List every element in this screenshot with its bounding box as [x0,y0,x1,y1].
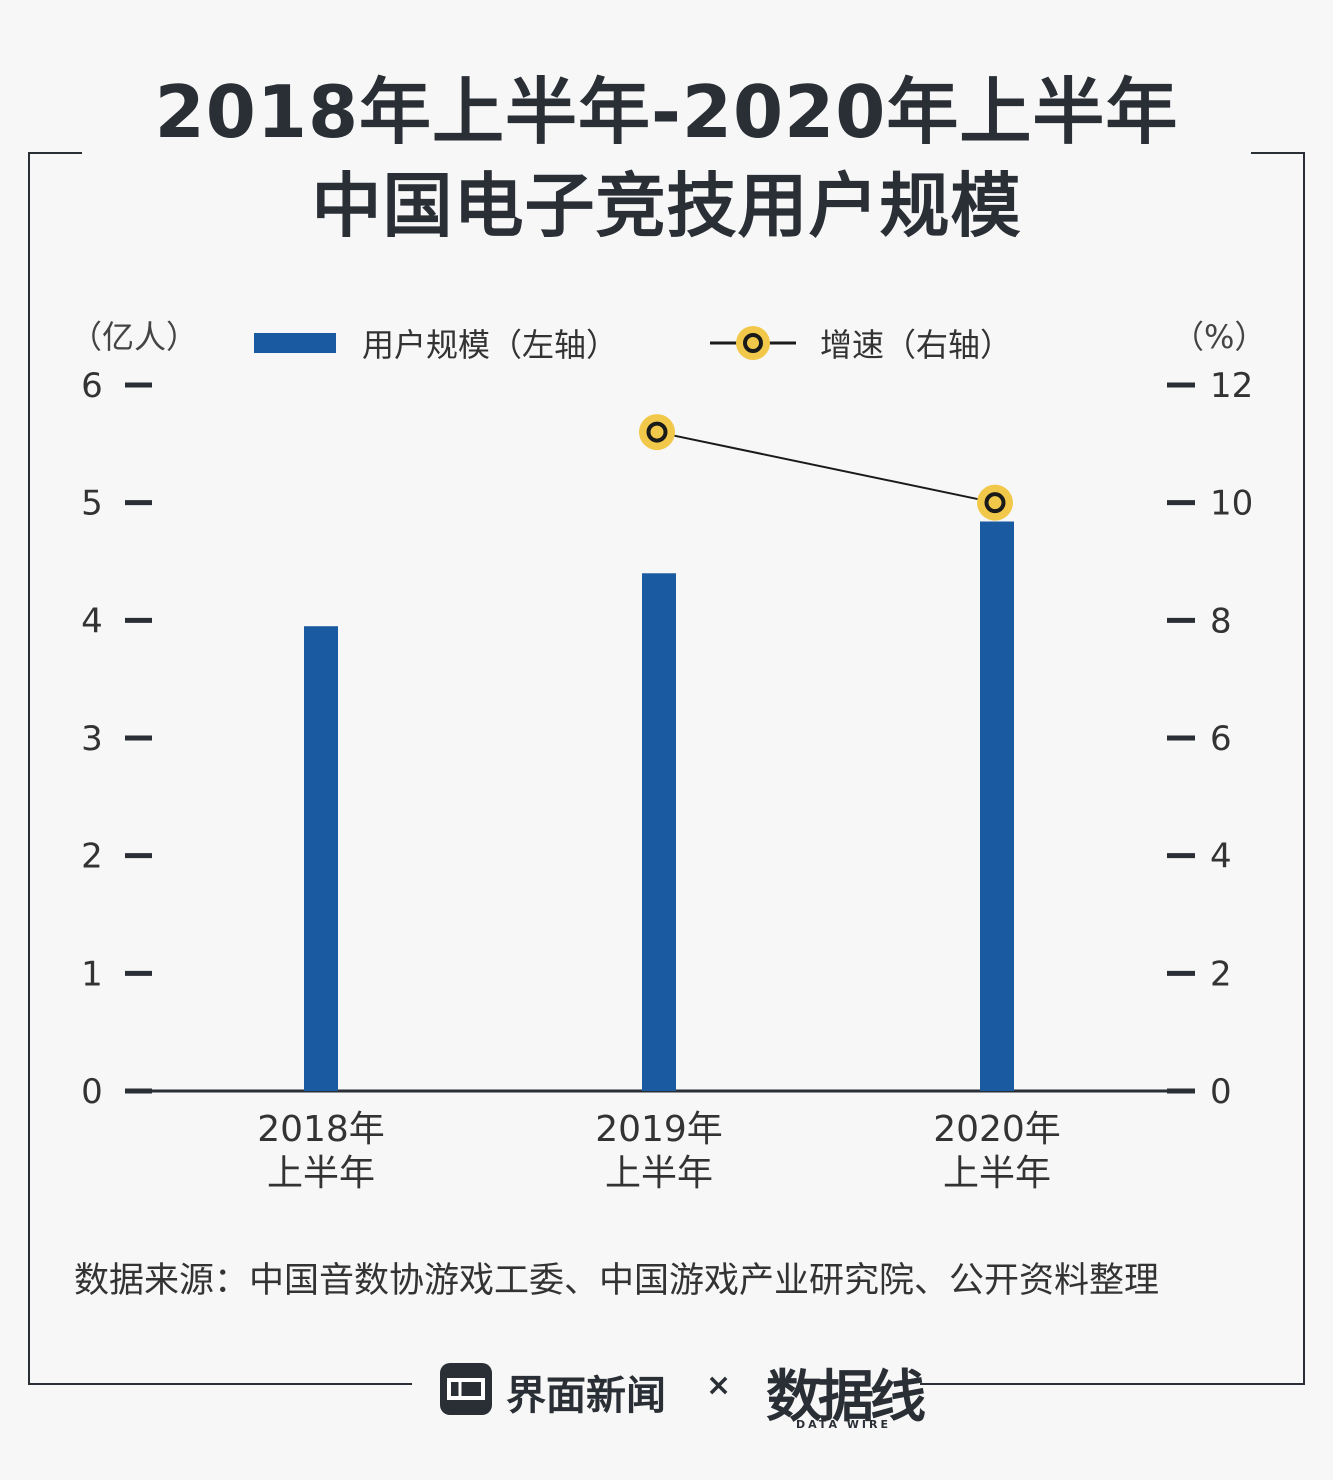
x-axis-category-label: 2019年 上半年 [559,1108,759,1196]
brand-datawire-sub: DATA WIRE [796,1418,891,1431]
left-axis-tick-label: 1 [81,954,103,994]
frame-bottom-right [920,1383,1305,1385]
frame-right [1303,152,1305,1385]
chart-title-line2: 中国电子竞技用户规模 [311,165,1022,247]
right-axis-unit: （%） [1172,318,1267,356]
brand-datawire-logo: 数据线 [766,1365,926,1430]
right-axis-tick-label: 4 [1210,837,1232,877]
chart-title-line1: 2018年上半年-2020年上半年 [154,70,1179,154]
right-axis-tick-label: 2 [1210,954,1232,994]
bar-user-scale [980,521,1014,1091]
legend-bar-label: 用户规模（左轴） [362,326,619,364]
jiemian-logo-icon [440,1363,492,1415]
left-axis-tick-label: 0 [81,1072,103,1112]
legend-line-label: 增速（右轴） [820,326,1013,364]
x-axis-category-label: 2018年 上半年 [221,1108,421,1196]
x-axis-category-line: 2018年 [257,1109,385,1150]
left-axis-tick-label: 2 [81,837,103,877]
left-axis-unit: （亿人） [70,318,199,356]
growth-rate-marker-ring [646,421,668,443]
x-axis-category-line: 2020年 [933,1109,1061,1150]
x-axis-category-line: 上半年 [604,1153,713,1194]
right-axis-tick-label: 10 [1210,484,1253,524]
left-axis-tick-label: 5 [81,484,103,524]
x-axis-category-label: 2020年 上半年 [897,1108,1097,1196]
growth-rate-marker [977,484,1013,521]
right-axis-tick-label: 0 [1210,1072,1232,1112]
bar-user-scale [642,573,676,1091]
right-axis-tick-label: 8 [1210,601,1232,641]
frame-top-left [28,152,82,154]
right-axis-tick-label: 6 [1210,719,1232,759]
x-axis-category-line: 上半年 [266,1153,375,1194]
left-axis-tick-label: 3 [81,719,103,759]
frame-bottom-left [28,1383,412,1385]
line-growth-rate [656,431,996,504]
bar-user-scale [304,626,338,1091]
right-axis-tick-label: 12 [1210,366,1253,406]
legend-line-marker-icon [710,326,796,360]
left-axis-tick-label: 4 [81,601,103,641]
frame-left [28,152,30,1385]
brand-jiemian: 界面新闻 [506,1373,666,1419]
frame-top-right [1251,152,1305,154]
x-axis-category-line: 上半年 [942,1153,1051,1194]
left-axis-tick-label: 6 [81,366,103,406]
legend-bar-swatch [254,333,336,353]
x-axis-category-line: 2019年 [595,1109,723,1150]
source-note: 数据来源：中国音数协游戏工委、中国游戏产业研究院、公开资料整理 [74,1261,1160,1301]
growth-rate-marker [639,414,675,451]
growth-rate-marker-ring [984,492,1006,514]
brand-separator: × [706,1368,732,1403]
